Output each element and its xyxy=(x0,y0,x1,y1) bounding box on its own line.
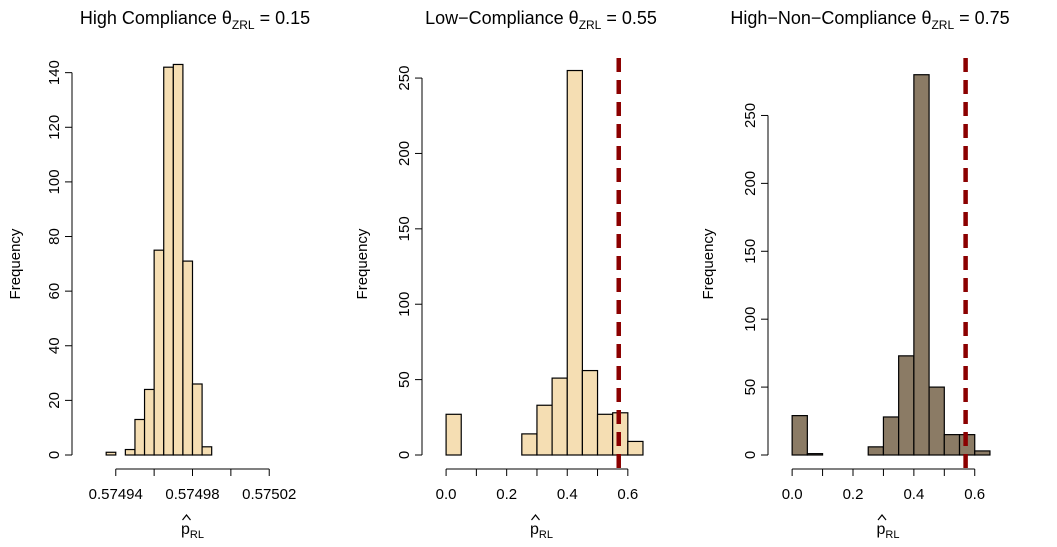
chart-title-value: = 0.15 xyxy=(255,8,311,28)
chart-title-subscript: ZRL xyxy=(931,18,954,32)
chart-title-value: = 0.75 xyxy=(954,8,1010,28)
histogram-panel-2: 0 50 100 150 200 250 Frequency 0.0 0.2 0.4 0.6 pRL L… xyxy=(354,8,657,541)
histogram-bars xyxy=(105,63,213,456)
y-axis-label: Frequency xyxy=(354,228,371,299)
y-tick-label: 140 xyxy=(46,60,63,85)
x-axis-label: pRL xyxy=(877,521,900,541)
x-axis-label-base: p xyxy=(877,521,886,538)
chart-title-main: High−Non−Compliance θ xyxy=(730,8,931,28)
y-tick-label: 150 xyxy=(396,216,413,241)
y-axis: 0 50 100 150 200 250 xyxy=(396,66,423,459)
hat-accent xyxy=(182,514,191,521)
hat-accent xyxy=(877,514,887,521)
x-tick-label: 0.57494 xyxy=(89,486,143,503)
histogram-bar xyxy=(172,63,184,456)
y-axis-label: Frequency xyxy=(700,228,717,299)
x-axis: 0.0 0.2 0.4 0.6 xyxy=(436,468,638,503)
x-tick-label: 0.6 xyxy=(617,486,638,503)
histogram-bar xyxy=(566,69,583,456)
x-tick-label: 0.4 xyxy=(557,486,578,503)
y-tick-label: 0 xyxy=(46,451,63,459)
x-axis-label-base: p xyxy=(530,521,539,538)
chart-title-subscript: ZRL xyxy=(232,18,255,32)
histogram-bar xyxy=(974,450,991,456)
y-tick-label: 50 xyxy=(396,371,413,388)
y-tick-label: 0 xyxy=(742,451,759,459)
histogram-bar xyxy=(627,440,644,456)
histogram-bar xyxy=(105,451,117,456)
chart-title-subscript: ZRL xyxy=(579,18,602,32)
y-axis: 0 20 40 60 80 100 120 140 xyxy=(46,60,73,459)
y-tick-label: 20 xyxy=(46,392,63,409)
x-axis-label-subscript: RL xyxy=(885,529,899,541)
x-axis-label: pRL xyxy=(181,521,204,541)
histogram-bars xyxy=(445,69,644,456)
y-tick-label: 200 xyxy=(396,141,413,166)
chart-title-main: Low−Compliance θ xyxy=(425,8,579,28)
histogram-bar xyxy=(201,446,213,456)
histogram-bar xyxy=(143,388,155,456)
histogram-bar xyxy=(791,415,808,456)
histogram-bar xyxy=(928,386,945,456)
histogram-bar xyxy=(913,74,930,456)
x-tick-label: 0.0 xyxy=(436,486,457,503)
y-tick-label: 150 xyxy=(742,239,759,264)
x-axis: 0.0 0.2 0.4 0.6 xyxy=(782,468,985,503)
y-axis-label: Frequency xyxy=(7,228,24,299)
y-tick-label: 100 xyxy=(742,307,759,332)
y-tick-label: 40 xyxy=(46,337,63,354)
histogram-bar xyxy=(134,418,146,456)
histogram-bar xyxy=(943,434,961,456)
histogram-bar xyxy=(882,416,900,456)
histogram-bar xyxy=(581,369,599,456)
histogram-bar xyxy=(898,355,915,456)
histogram-bar xyxy=(124,448,136,456)
chart-title-value: = 0.55 xyxy=(601,8,657,28)
x-tick-label: 0.4 xyxy=(903,486,924,503)
y-tick-label: 200 xyxy=(742,171,759,196)
chart-title: High Compliance θZRL = 0.15 xyxy=(80,8,310,32)
histogram-panel-3: 0 50 100 150 200 250 Frequency 0.0 0.2 0.4 0.6 pRL H… xyxy=(700,8,1010,541)
x-tick-label: 0.57502 xyxy=(242,486,296,503)
histogram-bars xyxy=(791,74,991,456)
y-tick-label: 60 xyxy=(46,283,63,300)
x-axis-label: pRL xyxy=(530,521,553,541)
histogram-bar xyxy=(163,66,174,456)
x-axis-label-base: p xyxy=(181,521,190,538)
histogram-bar xyxy=(153,249,165,456)
histogram-bar xyxy=(867,446,885,456)
hat-accent xyxy=(531,514,540,521)
y-tick-label: 100 xyxy=(396,292,413,317)
x-tick-label: 0.2 xyxy=(496,486,517,503)
x-tick-label: 0.6 xyxy=(964,486,985,503)
y-tick-label: 120 xyxy=(46,115,63,140)
chart-title-main: High Compliance θ xyxy=(80,8,232,28)
histogram-bar xyxy=(521,433,538,456)
chart-title: High−Non−Compliance θZRL = 0.75 xyxy=(730,8,1009,32)
x-axis-label-subscript: RL xyxy=(190,529,204,541)
histogram-bar xyxy=(551,377,568,456)
x-axis: 0.57494 0.57498 0.57502 xyxy=(89,468,296,503)
y-tick-label: 50 xyxy=(742,379,759,396)
y-tick-label: 80 xyxy=(46,228,63,245)
histogram-bar xyxy=(596,413,614,456)
histogram-bar xyxy=(536,404,553,456)
histogram-bar xyxy=(191,383,203,456)
y-tick-label: 250 xyxy=(396,66,413,91)
y-tick-label: 100 xyxy=(46,169,63,194)
chart-title: Low−Compliance θZRL = 0.55 xyxy=(425,8,657,32)
x-tick-label: 0.57498 xyxy=(165,486,219,503)
histogram-bar xyxy=(182,260,194,456)
y-axis: 0 50 100 150 200 250 xyxy=(742,103,769,459)
x-tick-label: 0.2 xyxy=(843,486,864,503)
histogram-bar xyxy=(806,453,824,456)
y-tick-label: 250 xyxy=(742,103,759,128)
histogram-bar xyxy=(445,413,462,456)
y-tick-label: 0 xyxy=(396,451,413,459)
x-tick-label: 0.0 xyxy=(782,486,803,503)
x-axis-label-subscript: RL xyxy=(539,529,553,541)
